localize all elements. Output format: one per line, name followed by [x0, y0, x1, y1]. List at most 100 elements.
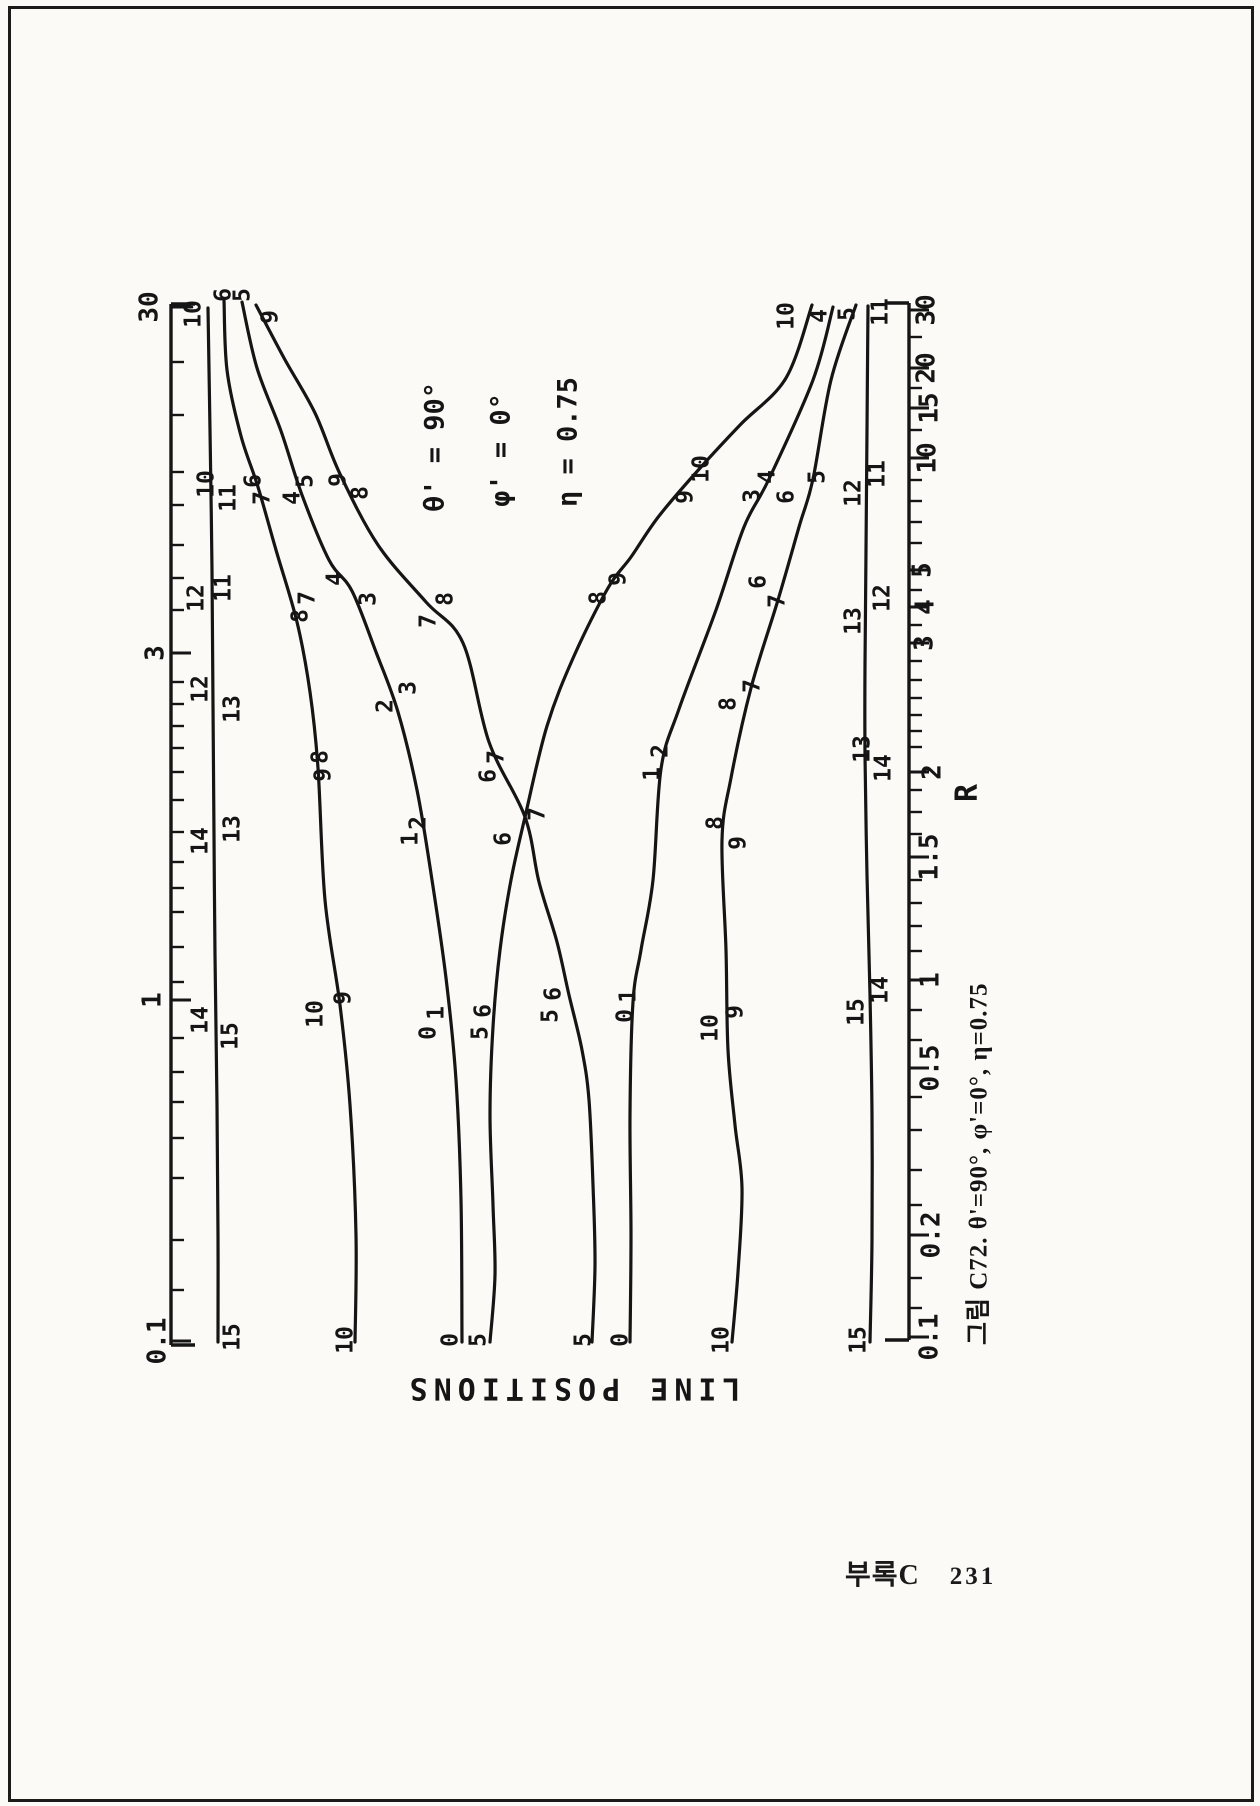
- curve-number-label: 15: [844, 998, 870, 1026]
- right-axis-tick-label: 2: [918, 764, 948, 780]
- curve-number-label: 14: [188, 827, 214, 855]
- right-axis-tick-label: 15: [915, 392, 945, 423]
- curve-number-label: 1: [640, 767, 666, 781]
- curve-number-label: 9: [311, 768, 337, 782]
- curve-cross-b: [488, 303, 814, 1344]
- curve-number-label: 8: [703, 816, 729, 830]
- curve-number-label: 12: [870, 584, 896, 612]
- curve-number-label: 13: [220, 815, 246, 843]
- curve-number-label: 5: [468, 1026, 494, 1040]
- curve-left-1: [206, 306, 220, 1344]
- curve-cross-a: [254, 303, 597, 1344]
- right-axis-tick-label: 0.5: [916, 1045, 946, 1092]
- curve-number-label: 7: [765, 594, 791, 608]
- parameter-annotation: η = 0.75: [553, 377, 584, 507]
- appendix-label: 부록C: [845, 1560, 920, 1591]
- curve-number-label: 11: [216, 484, 242, 512]
- curve-number-label: 6: [476, 769, 502, 783]
- right-axis-tick-label: 10: [913, 442, 943, 473]
- curve-number-label: 6: [774, 490, 800, 504]
- curve-number-label: 3: [396, 681, 422, 695]
- curve-number-label: 10: [774, 302, 800, 330]
- curve-number-label: 1: [424, 1006, 450, 1020]
- page-number: 231: [949, 1563, 997, 1590]
- curve-number-label: 10: [303, 1000, 329, 1028]
- curve-number-label: 15: [220, 1323, 246, 1351]
- curve-number-label: 12: [184, 584, 210, 612]
- curve-number-label: 10: [181, 300, 207, 328]
- right-axis-tick-label: 20: [912, 352, 942, 383]
- curve-number-label: 5: [230, 288, 256, 302]
- curve-left-2: [222, 298, 358, 1344]
- curve-number-label: 8: [716, 697, 742, 711]
- curve-number-label: 0: [416, 1026, 442, 1040]
- curve-number-label: 5: [805, 470, 831, 484]
- figure-caption: 그림 C72. θ'=90°, φ'=0°, η=0.75: [965, 982, 993, 1345]
- curve-number-label: 6: [746, 575, 772, 589]
- curve-number-label: 10: [709, 1326, 735, 1354]
- curve-number-label: 12: [188, 675, 214, 703]
- curve-number-label: 14: [871, 754, 897, 782]
- curve-number-label: 11: [865, 460, 891, 488]
- right-axis-tick-label: 0.1: [915, 1314, 945, 1361]
- parameter-annotation: θ' = 90°: [420, 382, 451, 512]
- curve-number-label: 8: [433, 592, 459, 606]
- curve-number-label: 5: [835, 307, 861, 321]
- curve-number-label: 4: [280, 491, 306, 505]
- curve-number-label: 10: [689, 455, 715, 483]
- curve-number-label: 10: [194, 470, 220, 498]
- curve-number-label: 7: [295, 591, 321, 605]
- curve-number-label: 2: [648, 744, 674, 758]
- curve-number-label: 2: [373, 699, 399, 713]
- curve-number-label: 14: [868, 976, 894, 1004]
- right-axis-tick-label: 1.5: [915, 834, 945, 881]
- curve-number-label: 3: [740, 489, 766, 503]
- curve-number-label: 5: [571, 1333, 597, 1347]
- curve-number-label: 5: [466, 1333, 492, 1347]
- right-axis-tick-label: 5: [908, 562, 938, 578]
- curve-number-label: 5: [293, 474, 319, 488]
- curve-number-label: 6: [541, 987, 567, 1001]
- curve-number-label: 6: [241, 474, 267, 488]
- curve-number-label: 6: [471, 1004, 497, 1018]
- left-axis-tick-label: 0.1: [143, 1318, 173, 1365]
- curve-number-label: 0: [608, 1333, 634, 1347]
- curve-number-label: 1: [616, 989, 642, 1003]
- curve-right-3: [720, 303, 858, 1344]
- curve-right-2: [628, 305, 835, 1344]
- curve-number-label: 2: [406, 816, 432, 830]
- curve-number-label: 14: [188, 1006, 214, 1034]
- curve-right-4: [863, 304, 874, 1344]
- curve-number-label: 9: [726, 836, 752, 850]
- right-axis-tick-label: 0.2: [917, 1212, 947, 1259]
- page-footer: 부록C 231: [845, 1553, 1065, 1593]
- curve-number-label: 8: [308, 750, 334, 764]
- curve-number-label: 9: [723, 1005, 749, 1019]
- curve-number-label: 12: [841, 479, 867, 507]
- right-axis-tick-label: 30: [912, 294, 942, 325]
- curve-number-label: 7: [484, 750, 510, 764]
- curve-number-label: 4: [323, 572, 349, 586]
- curve-number-label: 1: [398, 832, 424, 846]
- curve-number-label: 8: [586, 591, 612, 605]
- right-axis-tick-label: 4: [911, 599, 941, 615]
- curve-number-label: 15: [218, 1022, 244, 1050]
- curve-number-label: 11: [868, 298, 894, 326]
- x-axis-title: R: [950, 783, 985, 802]
- curve-number-label: 5: [538, 1009, 564, 1023]
- curve-number-label: 7: [740, 679, 766, 693]
- curve-number-label: 9: [673, 490, 699, 504]
- curve-number-label: 11: [211, 574, 237, 602]
- left-axis-tick-label: 3: [141, 645, 171, 661]
- right-axis-tick-label: 3: [910, 635, 940, 651]
- curve-number-label: 13: [841, 607, 867, 635]
- curve-number-label: 6: [491, 832, 517, 846]
- curve-number-label: 7: [416, 614, 442, 628]
- curve-number-label: 9: [331, 991, 357, 1005]
- curve-number-label: 7: [250, 491, 276, 505]
- curve-number-label: 13: [220, 695, 246, 723]
- curve-number-label: 4: [807, 309, 833, 323]
- curve-number-label: 4: [755, 470, 781, 484]
